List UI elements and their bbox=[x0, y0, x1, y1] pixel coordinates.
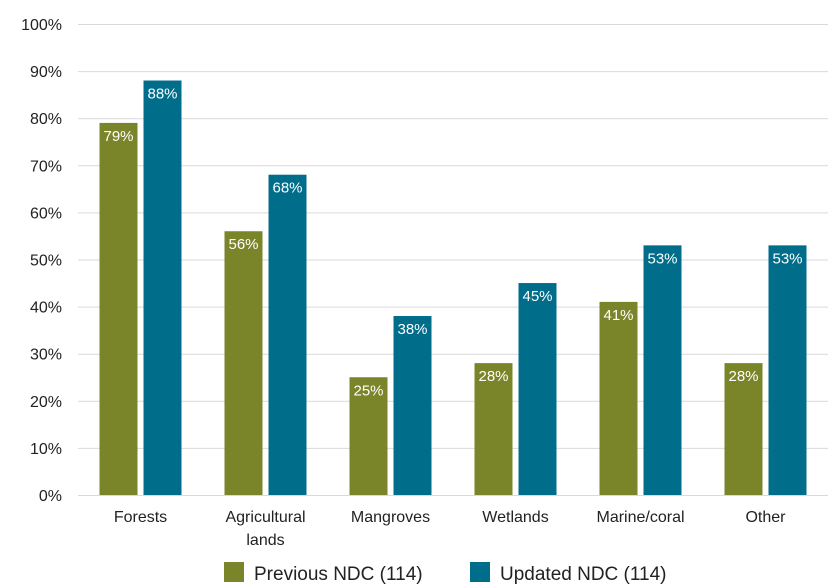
bar-updated bbox=[144, 81, 182, 495]
data-label: 79% bbox=[103, 128, 133, 145]
category-label: Agricultural bbox=[225, 509, 305, 526]
category-label: Forests bbox=[114, 509, 167, 526]
bars bbox=[100, 81, 807, 495]
y-tick-label: 60% bbox=[30, 205, 62, 222]
category-label: Other bbox=[745, 509, 786, 526]
data-label: 53% bbox=[647, 250, 677, 267]
data-label: 45% bbox=[522, 288, 552, 305]
y-tick-label: 10% bbox=[30, 441, 62, 458]
y-tick-label: 0% bbox=[39, 488, 62, 505]
category-label: Mangroves bbox=[351, 509, 430, 526]
legend-swatch-previous bbox=[224, 562, 244, 582]
bar-updated bbox=[519, 283, 557, 495]
data-label: 28% bbox=[478, 368, 508, 385]
data-label: 88% bbox=[147, 86, 177, 103]
y-tick-label: 40% bbox=[30, 300, 62, 317]
gridlines bbox=[78, 25, 828, 449]
bar-previous bbox=[100, 123, 138, 495]
category-label: lands bbox=[246, 532, 284, 549]
data-label: 41% bbox=[603, 307, 633, 324]
legend-swatch-updated bbox=[470, 562, 490, 582]
data-label: 38% bbox=[397, 321, 427, 338]
x-axis-category-labels: Forests Agricultural lands Mangroves Wetland… bbox=[114, 509, 786, 549]
y-tick-label: 50% bbox=[30, 253, 62, 270]
data-label: 53% bbox=[772, 250, 802, 267]
bar-updated bbox=[769, 245, 807, 495]
y-axis-tick-labels: 0% 10% 20% 30% 40% 50% 60% 70% 80% 90% 100% bbox=[21, 17, 62, 505]
data-label: 68% bbox=[272, 180, 302, 197]
data-label: 56% bbox=[228, 236, 258, 253]
y-tick-label: 30% bbox=[30, 347, 62, 364]
y-tick-label: 70% bbox=[30, 158, 62, 175]
bar-previous bbox=[600, 302, 638, 495]
data-label: 25% bbox=[353, 382, 383, 399]
bar-updated bbox=[644, 245, 682, 495]
bar-updated bbox=[269, 175, 307, 495]
legend-label: Previous NDC (114) bbox=[254, 564, 423, 584]
data-labels: 79% 88% 56% 68% 25% 38% 28% 45% 41% 53% 28% 53% bbox=[103, 86, 802, 400]
y-tick-label: 100% bbox=[21, 17, 62, 34]
legend-label: Updated NDC (114) bbox=[500, 564, 667, 584]
bar-updated bbox=[394, 316, 432, 495]
category-label: Marine/coral bbox=[596, 509, 684, 526]
category-label: Wetlands bbox=[482, 509, 548, 526]
y-tick-label: 90% bbox=[30, 64, 62, 81]
legend: Previous NDC (114) Updated NDC (114) bbox=[224, 562, 667, 584]
data-label: 28% bbox=[728, 368, 758, 385]
bar-previous bbox=[225, 231, 263, 495]
y-tick-label: 20% bbox=[30, 394, 62, 411]
y-tick-label: 80% bbox=[30, 111, 62, 128]
